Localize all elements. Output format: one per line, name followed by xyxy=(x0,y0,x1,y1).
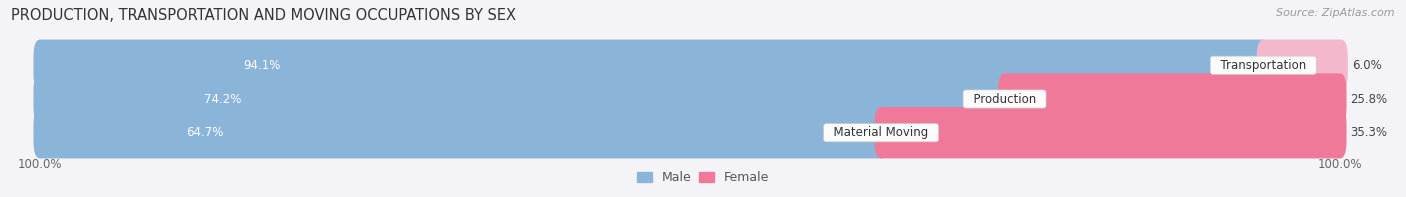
FancyBboxPatch shape xyxy=(1257,40,1348,91)
FancyBboxPatch shape xyxy=(34,73,1347,125)
Text: Source: ZipAtlas.com: Source: ZipAtlas.com xyxy=(1277,8,1395,18)
Text: 6.0%: 6.0% xyxy=(1351,59,1381,72)
FancyBboxPatch shape xyxy=(875,107,1347,158)
FancyBboxPatch shape xyxy=(34,40,1347,91)
FancyBboxPatch shape xyxy=(998,73,1347,125)
Text: 35.3%: 35.3% xyxy=(1350,126,1388,139)
Text: Transportation: Transportation xyxy=(1213,59,1313,72)
Text: 64.7%: 64.7% xyxy=(186,126,224,139)
Text: 94.1%: 94.1% xyxy=(243,59,280,72)
FancyBboxPatch shape xyxy=(34,107,887,158)
FancyBboxPatch shape xyxy=(34,73,1011,125)
Legend: Male, Female: Male, Female xyxy=(631,166,775,189)
Text: 25.8%: 25.8% xyxy=(1350,93,1388,106)
Text: Material Moving: Material Moving xyxy=(827,126,936,139)
Text: Production: Production xyxy=(966,93,1043,106)
Text: 74.2%: 74.2% xyxy=(204,93,242,106)
Text: PRODUCTION, TRANSPORTATION AND MOVING OCCUPATIONS BY SEX: PRODUCTION, TRANSPORTATION AND MOVING OC… xyxy=(11,8,516,23)
FancyBboxPatch shape xyxy=(34,107,1347,158)
FancyBboxPatch shape xyxy=(34,40,1270,91)
